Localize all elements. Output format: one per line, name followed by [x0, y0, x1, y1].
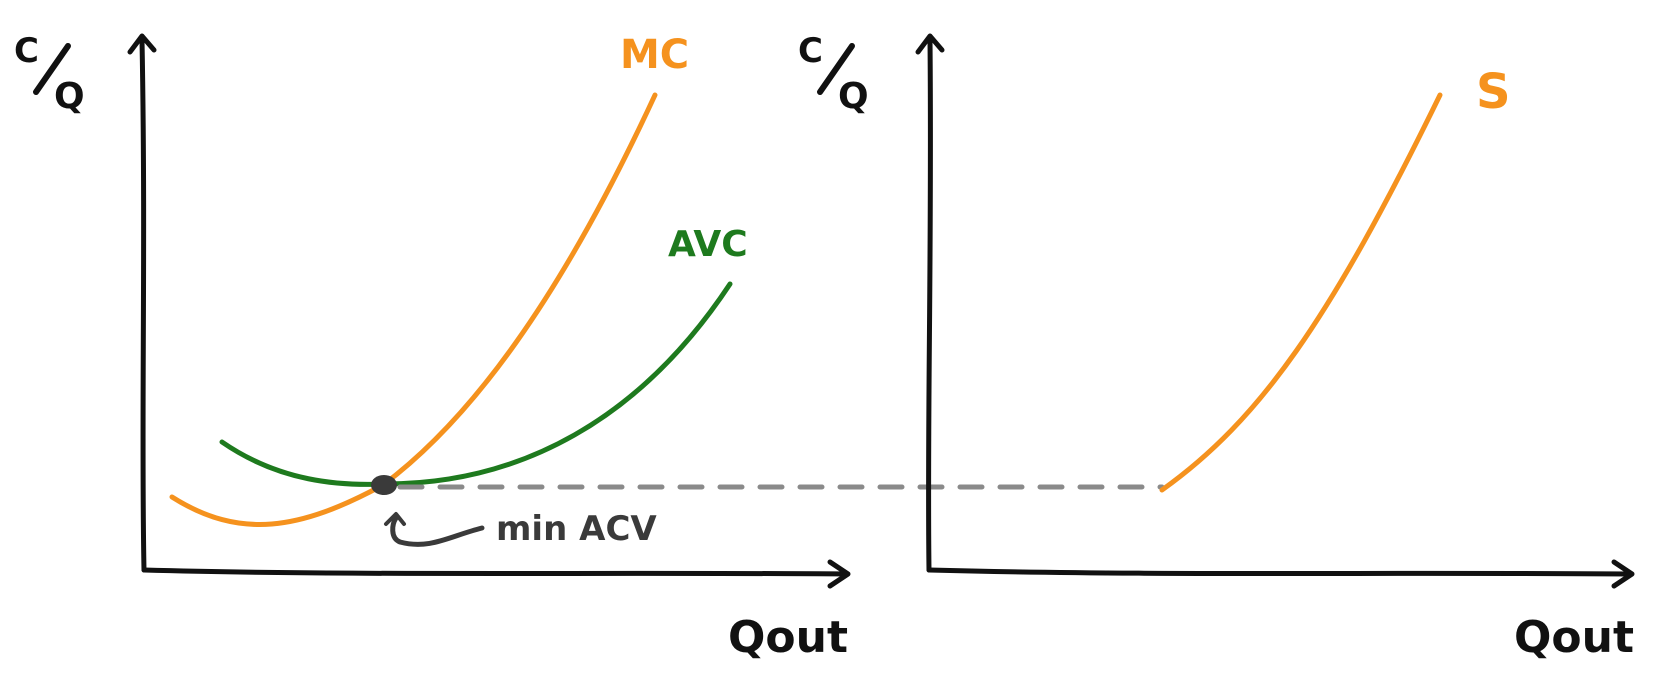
avc-curve — [219, 281, 733, 487]
annotation-label: min ACV — [496, 509, 657, 549]
annotation-arrowhead — [384, 512, 406, 526]
right-y-label-bottom: Q — [838, 76, 869, 117]
left-y-label-top: C — [14, 31, 39, 71]
right-x-axis — [926, 567, 1633, 577]
supply-curve — [1159, 92, 1443, 493]
left-x-label: Qout — [728, 612, 848, 663]
right-panel: C Q Qout S — [798, 31, 1635, 663]
right-x-label: Qout — [1514, 612, 1634, 663]
mc-curve — [169, 92, 658, 528]
avc-label: AVC — [668, 224, 748, 265]
supply-label: S — [1476, 64, 1511, 120]
left-panel: C Q Qout MC AVC min ACV — [14, 31, 851, 663]
right-y-axis-arrowhead — [915, 33, 945, 55]
left-x-axis — [141, 567, 849, 577]
right-y-axis — [926, 37, 933, 573]
annotation-arrow — [390, 515, 485, 547]
left-x-axis-arrowhead — [827, 559, 851, 589]
left-y-label-bottom: Q — [54, 76, 85, 117]
left-y-label-slash — [33, 43, 71, 95]
left-y-axis — [139, 37, 147, 573]
mc-label: MC — [620, 32, 689, 78]
left-y-axis-arrowhead — [127, 33, 157, 55]
min-avc-point — [371, 475, 397, 495]
right-y-label-slash — [817, 43, 855, 95]
right-y-label-top: C — [798, 31, 823, 71]
right-x-axis-arrowhead — [1611, 559, 1635, 589]
